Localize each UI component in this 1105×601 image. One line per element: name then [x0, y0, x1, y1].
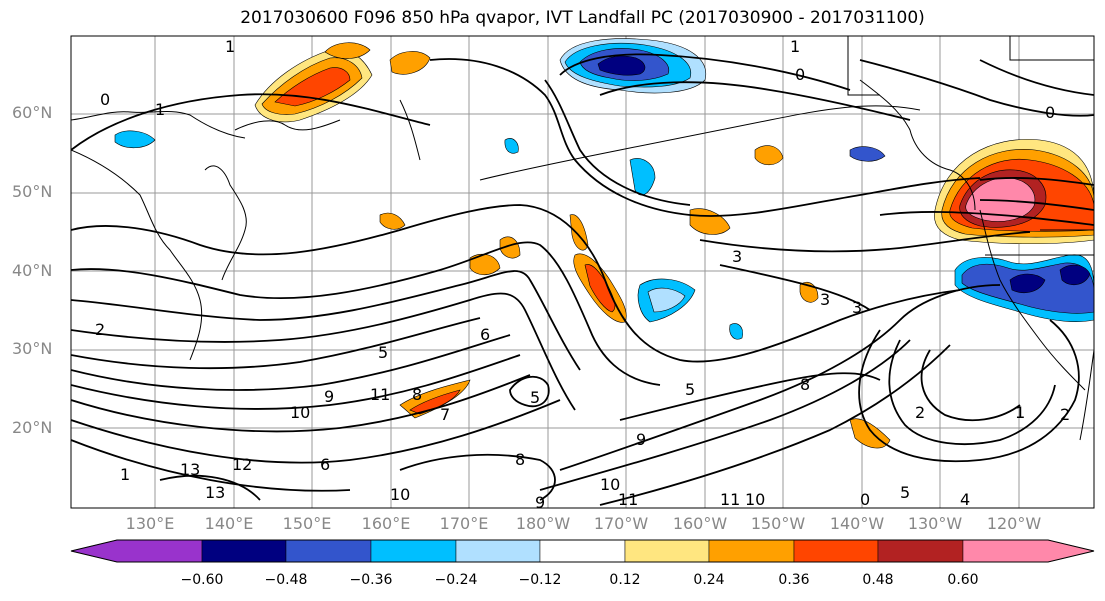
- contour-label: 11: [370, 385, 390, 404]
- colorbar-tick-label: 0.12: [609, 572, 641, 588]
- contour-label: 8: [412, 385, 422, 404]
- colorbar-tick-label: −0.12: [518, 572, 562, 588]
- contour-label: 2: [1094, 325, 1104, 344]
- contour-label: 0: [860, 490, 870, 509]
- contour-label: 2: [915, 403, 925, 422]
- contour-label: 8: [800, 375, 810, 394]
- map-title: 2017030600 F096 850 hPa qvapor, IVT Land…: [240, 8, 925, 28]
- contour-label: 0: [1045, 103, 1055, 122]
- plot-frame: [70, 35, 1095, 509]
- contour-label: 8: [515, 450, 525, 469]
- lon-label: 170°E: [439, 514, 489, 533]
- contour-label: 6: [480, 325, 490, 344]
- lat-label: 40°N: [12, 261, 53, 280]
- contour-label: 9: [535, 493, 545, 512]
- lon-label: 130°W: [907, 514, 963, 533]
- contour-label: 10: [745, 490, 765, 509]
- contour-label: 6: [320, 455, 330, 474]
- lat-label: 20°N: [12, 418, 53, 437]
- contour-label: 13: [205, 483, 225, 502]
- contour-label: 3: [852, 298, 862, 317]
- lat-label: 50°N: [12, 182, 53, 201]
- contour-label: 1: [225, 37, 235, 56]
- contour-label: 10: [290, 403, 310, 422]
- ivt-contours: [71, 53, 1094, 506]
- lon-label: 130°E: [125, 514, 175, 533]
- contour-label: 4: [960, 490, 970, 509]
- lon-label: 160°E: [361, 514, 411, 533]
- contour-label: 1: [790, 37, 800, 56]
- contour-label: 0: [795, 65, 805, 84]
- lat-label: 60°N: [12, 103, 53, 122]
- lat-label: 30°N: [12, 339, 53, 358]
- lon-label: 140°W: [829, 514, 885, 533]
- contour-label: 1: [1015, 403, 1025, 422]
- colorbar-tick-label: −0.60: [180, 572, 224, 588]
- contour-label: 1: [120, 465, 130, 484]
- contour-label: 1: [155, 100, 165, 119]
- lon-label: 160°W: [672, 514, 728, 533]
- colorbar-tick-label: 0.60: [947, 572, 979, 588]
- colorbar-tick-label: −0.24: [434, 572, 478, 588]
- coastlines: [71, 36, 1094, 441]
- colorbar-tick-label: −0.48: [264, 572, 308, 588]
- contour-label: 9: [636, 430, 646, 449]
- lon-label: 150°W: [750, 514, 806, 533]
- contour-label: 12: [232, 455, 252, 474]
- contour-label: 5: [530, 388, 540, 407]
- lon-label: 170°W: [593, 514, 649, 533]
- contour-label: 3: [820, 290, 830, 309]
- lon-label: 180°W: [515, 514, 571, 533]
- contour-label: 13: [180, 460, 200, 479]
- colorbar-tick-label: 0.36: [778, 572, 810, 588]
- colorbar-tick-label: 0.48: [862, 572, 894, 588]
- colorbar-tick-label: 0.24: [693, 572, 725, 588]
- contour-label: 11: [720, 490, 740, 509]
- contour-label: 5: [900, 483, 910, 502]
- contour-label: 10: [600, 475, 620, 494]
- lon-label: 150°E: [282, 514, 332, 533]
- lon-label: 140°E: [204, 514, 254, 533]
- contour-label: 5: [685, 380, 695, 399]
- contour-label: 3: [732, 247, 742, 266]
- contour-label: 5: [378, 343, 388, 362]
- lon-label: 120°W: [986, 514, 1042, 533]
- contour-label: 11: [618, 490, 638, 509]
- contour-label: 2: [95, 320, 105, 339]
- contour-label: 9: [324, 387, 334, 406]
- contour-label: 0: [100, 90, 110, 109]
- colorbar-tick-label: −0.36: [349, 572, 393, 588]
- contour-label: 7: [440, 405, 450, 424]
- contour-label: 10: [390, 485, 410, 504]
- contour-labels: 0 1 1 0 1 0 3 3 2 2 5 6 5 8 9 10 11 10 1…: [95, 37, 1104, 512]
- contour-label: 1: [1015, 403, 1025, 422]
- contour-label: 2: [1060, 405, 1070, 424]
